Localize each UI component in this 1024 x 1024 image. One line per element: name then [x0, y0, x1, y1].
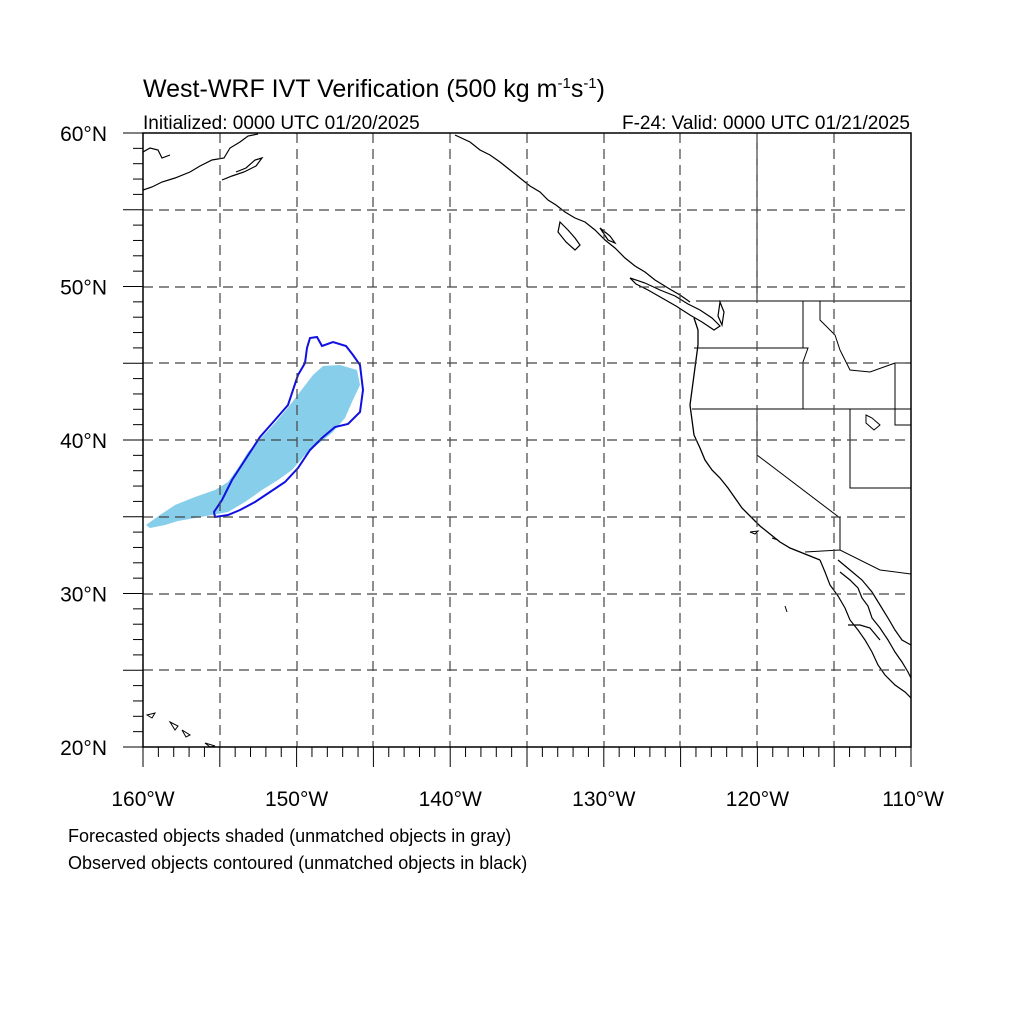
lon-label: 150°W [265, 788, 328, 811]
lat-label: 20°N [60, 737, 107, 760]
forecast-object-shaded [146, 365, 360, 528]
lat-label: 30°N [60, 584, 107, 607]
grid-lines [143, 133, 911, 747]
political-borders [692, 135, 911, 575]
map-area [143, 133, 911, 747]
lon-label: 120°W [726, 788, 789, 811]
coastline-washington-oregon-california [689, 317, 821, 561]
axis-ticks [123, 132, 912, 767]
lat-label: 50°N [60, 277, 107, 300]
coastline-mexico-mainland [837, 559, 911, 646]
lat-label: 60°N [60, 123, 107, 146]
coastline-alaska [143, 133, 691, 303]
init-time-label: Initialized: 0000 UTC 01/20/2025 [143, 113, 420, 134]
lon-label: 160°W [111, 788, 174, 811]
observed-object-contour [212, 335, 365, 519]
lon-label: 130°W [572, 788, 635, 811]
valid-time-label: F-24: Valid: 0000 UTC 01/21/2025 [622, 113, 910, 134]
figure-title: West-WRF IVT Verification (500 kg m-1s-1… [143, 75, 605, 103]
legend-observed-note: Observed objects contoured (unmatched ob… [68, 853, 528, 873]
lon-label: 110°W [882, 788, 944, 811]
longitude-labels: 160°W 150°W 140°W 130°W 120°W 110°W [111, 788, 944, 811]
channel-islands [749, 530, 788, 613]
lat-label: 40°N [60, 430, 107, 453]
lon-label: 140°W [419, 788, 482, 811]
coastline-bc [557, 220, 725, 331]
coastline-baja [819, 559, 911, 699]
legend-forecast-note: Forecasted objects shaded (unmatched obj… [68, 826, 512, 846]
latitude-labels: 60°N 50°N 40°N 30°N 20°N [60, 123, 107, 760]
hawaii-islands [145, 712, 216, 747]
great-salt-lake [865, 414, 881, 431]
